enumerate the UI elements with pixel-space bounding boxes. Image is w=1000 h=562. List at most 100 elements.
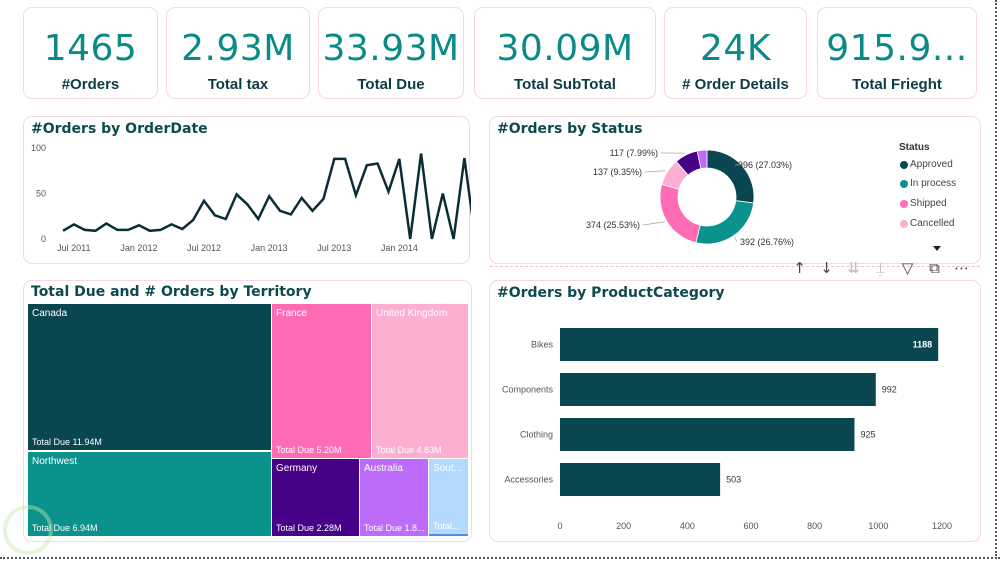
cell-value: Total Due 6.94M (32, 523, 98, 533)
kpi-card-total-subtotal[interactable]: 30.09M Total SubTotal (474, 7, 656, 99)
x-tick-label: Jan 2013 (251, 243, 288, 253)
arrow-up-icon[interactable]: ↑ (793, 259, 806, 277)
donut-data-label: 374 (25.53%) (586, 220, 640, 230)
kpi-card-total-tax[interactable]: 2.93M Total tax (166, 7, 310, 99)
cell-name: Sout... (433, 463, 462, 474)
legend-dot-icon (900, 179, 908, 188)
cell-name: France (276, 308, 308, 319)
treemap-cell-southwest[interactable]: Sout... Total... (429, 459, 469, 537)
legend-item-cancelled[interactable]: Cancelled (900, 218, 954, 229)
chart-title: Total Due and # Orders by Territory (31, 284, 312, 300)
chart-title: #Orders by Status (497, 121, 643, 137)
cell-name: Northwest (32, 456, 78, 467)
canvas-bottom-border (0, 557, 1000, 559)
x-tick-label: Jul 2012 (187, 243, 221, 253)
donut-slice[interactable] (696, 149, 708, 170)
line-series-orders[interactable] (62, 148, 471, 240)
legend-dot-icon (900, 160, 908, 169)
treemap-cell-australia[interactable]: Australia Total Due 1.8... (360, 459, 429, 537)
kpi-value: 1465 (43, 28, 138, 69)
bar-chart-svg: Bikes 1188 Components 992 Clothing 925 Accesso… (502, 328, 952, 531)
bar-clothing[interactable] (560, 418, 855, 451)
legend-item-shipped[interactable]: Shipped (900, 198, 947, 209)
x-tick-label: 1000 (868, 521, 888, 531)
kpi-value: 30.09M (496, 28, 634, 69)
treemap-area: Canada Total Due 11.94M Northwest Total … (28, 304, 469, 537)
bar-value-label: 925 (860, 430, 875, 440)
kpi-value: 2.93M (181, 28, 295, 69)
donut-chart-orders-by-status[interactable]: #Orders by Status 396 (27.03%) 392 (26.76… (489, 116, 981, 264)
kpi-value: 24K (700, 28, 771, 69)
kpi-label: Total tax (207, 76, 269, 93)
legend-label: In process (910, 178, 957, 189)
donut-slice-shipped[interactable] (659, 183, 701, 244)
category-label: Clothing (520, 430, 553, 440)
kpi-value: 915.9... (826, 28, 968, 69)
bar-accessories[interactable] (560, 463, 721, 496)
legend-item-approved[interactable]: Approved (900, 159, 953, 170)
treemap-cell-united-kingdom[interactable]: United Kingdom Total Due 4.83M (372, 304, 469, 459)
bar-components[interactable] (560, 373, 876, 406)
cell-value: Total Due 4.83M (376, 445, 442, 455)
donut-data-label: 396 (27.03%) (738, 160, 792, 170)
leader-line (734, 237, 738, 243)
kpi-card-order-details[interactable]: 24K # Order Details (664, 7, 807, 99)
kpi-card-total-freight[interactable]: 915.9... Total Frieght (817, 7, 977, 99)
kpi-label: Total Frieght (852, 76, 942, 93)
bar-bikes[interactable] (560, 328, 939, 361)
cell-value: Total... (433, 521, 460, 531)
kpi-label: Total SubTotal (514, 76, 616, 93)
bar-value-label: 992 (882, 385, 897, 395)
legend-label: Cancelled (910, 218, 955, 229)
expand-hierarchy-icon[interactable]: ⍊ (875, 259, 885, 277)
treemap-cell-northwest[interactable]: Northwest Total Due 6.94M (28, 452, 272, 537)
bar-chart-orders-by-category[interactable]: #Orders by ProductCategory Bikes 1188 Comp… (489, 280, 981, 542)
more-options-icon[interactable]: ⋯ (954, 259, 969, 277)
kpi-card-orders[interactable]: 1465 #Orders (23, 7, 158, 99)
chart-title: #Orders by OrderDate (31, 121, 208, 137)
filter-icon[interactable]: ▽ (901, 259, 914, 277)
x-tick-label: 400 (680, 521, 695, 531)
canvas-right-border (995, 0, 997, 556)
legend-title: Status (899, 142, 930, 153)
line-chart-orders-by-date[interactable]: #Orders by OrderDate 0 50 100 Jul 2011 Jan 2… (23, 116, 471, 264)
arrow-down-icon[interactable]: ↓ (820, 259, 833, 277)
donut-data-label: 117 (7.99%) (610, 148, 658, 158)
donut-chart-svg: 396 (27.03%) 392 (26.76%) 374 (25.53%) 137 … (586, 148, 794, 247)
visual-header-toolbar: ↑ ↓ ⇊ ⍊ ▽ ⧉ ⋯ (786, 256, 975, 280)
category-label: Accessories (504, 475, 553, 485)
leader-line (644, 170, 666, 173)
category-label: Components (502, 385, 554, 395)
x-tick-label: 0 (557, 521, 562, 531)
legend-item-in-process[interactable]: In process (900, 178, 956, 189)
x-tick-label: 600 (743, 521, 758, 531)
kpi-label: Total Due (357, 76, 425, 93)
cell-name: Australia (364, 463, 403, 474)
cell-value: Total Due 11.94M (32, 437, 102, 447)
bar-value-label: 503 (726, 475, 741, 485)
kpi-label: #Orders (61, 76, 120, 93)
treemap-cell-canada[interactable]: Canada Total Due 11.94M (28, 304, 272, 451)
watermark-logo (3, 505, 53, 555)
y-tick-label: 50 (36, 189, 46, 199)
donut-slice-approved[interactable] (706, 149, 755, 204)
treemap-cell-france[interactable]: France Total Due 5.20M (272, 304, 372, 459)
double-arrow-down-icon[interactable]: ⇊ (847, 259, 860, 277)
treemap-territory[interactable]: Total Due and # Orders by Territory Cana… (23, 280, 472, 542)
x-tick-label: 1200 (932, 521, 952, 531)
focus-divider (490, 266, 980, 267)
legend-dot-icon (900, 219, 908, 228)
treemap-cell-germany[interactable]: Germany Total Due 2.28M (272, 459, 360, 537)
legend-label: Approved (910, 159, 953, 170)
donut-data-label: 392 (26.76%) (740, 237, 794, 247)
x-tick-label: Jan 2012 (120, 243, 157, 253)
bar-value-label: 1188 (913, 340, 933, 350)
leader-line (642, 221, 665, 226)
x-tick-label: Jul 2013 (317, 243, 351, 253)
x-tick-label: Jan 2014 (381, 243, 418, 253)
chart-title: #Orders by ProductCategory (497, 285, 725, 301)
kpi-label: # Order Details (682, 76, 789, 93)
focus-mode-icon[interactable]: ⧉ (929, 259, 940, 277)
kpi-value: 33.93M (322, 28, 460, 69)
kpi-card-total-due[interactable]: 33.93M Total Due (318, 7, 464, 99)
